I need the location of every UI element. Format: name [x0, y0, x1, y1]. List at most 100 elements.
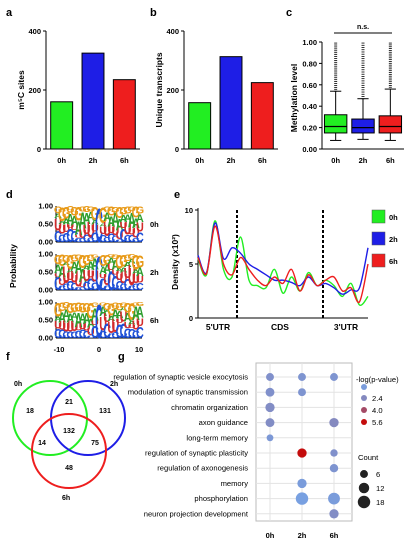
panel-d-logo-letter: G: [115, 204, 123, 222]
panel-d-logo-letter: U: [87, 270, 95, 281]
panel-d-logo-letter: U: [103, 271, 111, 288]
panel-g-dot: [297, 448, 307, 458]
panel-d-logo-letter: G: [78, 252, 86, 273]
panel-g-legend-color-label: 5.6: [372, 418, 383, 427]
panel-c-ytick-label: 0.00: [302, 145, 317, 154]
panel-c-ytick-label: 0.20: [302, 124, 317, 133]
panel-d-row-label: 6h: [150, 316, 159, 325]
panel-g-legend-color-dot: [361, 395, 367, 401]
panel-d-logo-letter: G: [58, 301, 67, 314]
panel-g-legend-color-title: -log(p-value): [356, 375, 399, 384]
panel-d-logo-letter: U: [99, 273, 107, 279]
panel-e-region-5utr: 5'UTR: [206, 322, 230, 332]
venn-circle-6h: [31, 413, 107, 489]
panel-e-line-6h: [197, 225, 369, 304]
panel-d-row-label: 2h: [150, 268, 159, 277]
panel-d-logo-letter: C: [91, 324, 99, 343]
panel-g-xtick-label: 0h: [266, 531, 275, 540]
panel-e-legend-swatch-0h: [371, 209, 386, 224]
panel-d-logo-letter: G: [78, 300, 86, 316]
panel-d-logo-letter: U: [87, 217, 95, 242]
panel-e-legend-label-0h: 0h: [389, 213, 398, 222]
panel-d-logo-letter: U: [132, 272, 140, 286]
panel-g-legend-size-title: Count: [358, 453, 379, 462]
panel-d-logo-letter: U: [107, 319, 115, 337]
panel-b-bar-0h: [188, 102, 212, 150]
panel-d-logo-letter: A: [79, 311, 87, 327]
panel-d-logo-letter: U: [107, 263, 115, 272]
panel-e-ytick-label: 5: [189, 260, 193, 269]
panel-d-logo-letter: G: [91, 253, 99, 259]
panel-d-logo-letter: U: [79, 228, 87, 241]
panel-d-logo-letter: A: [87, 260, 95, 273]
panel-d-logo-letter: A: [120, 266, 128, 274]
panel-d-logo-letter: A: [58, 264, 66, 281]
panel-g-legend-size-label: 6: [376, 470, 380, 479]
panel-d-logo-letter: U: [66, 322, 74, 334]
panel-d-ytick-label: 1.00: [38, 298, 53, 307]
panel-d-logo-letter: C: [87, 275, 95, 294]
panel-d-logo-letter: U: [103, 219, 111, 242]
panel-d-logo-letter: A: [79, 266, 87, 287]
venn-count-2h-only: 131: [99, 408, 111, 415]
panel-d-logo-letter: A: [103, 211, 111, 224]
panel-d-logo-letter: G: [74, 253, 82, 261]
panel-d-logo-letter: U: [111, 269, 119, 276]
panel-d-logo-letter: A: [128, 258, 136, 265]
panel-c-xtick-label: 6h: [386, 156, 395, 165]
panel-d-logo-letter: U: [91, 224, 99, 234]
panel-b-bar-chart: Unique transcripts 0 200 400 0h 2h 6h: [154, 27, 278, 165]
panel-d-logo-letter: C: [103, 319, 111, 343]
panel-c-box-2h: [351, 118, 375, 134]
panel-d-logo-letter: U: [111, 226, 119, 239]
panel-d-logo-letter: A: [54, 212, 63, 219]
panel-d-logo-letter: A: [54, 263, 62, 276]
panel-d-logo-letter: G: [83, 300, 91, 315]
panel-d-logo-letter: C: [116, 239, 124, 243]
panel-d-logo-letter: U: [75, 235, 83, 239]
panel-d-logo-letter: U: [71, 267, 79, 286]
panel-d-sequence-logos: Probability 1.000.500.000hCUAGCUAGCUAGCU…: [8, 201, 159, 354]
panel-d-logo-letter: C: [124, 276, 132, 294]
panel-g-legend-color-dot: [361, 407, 367, 413]
panel-d-ytick-label: 0.50: [38, 316, 53, 325]
panel-d-logo-letter: A: [99, 304, 107, 319]
panel-d-logo-letter: G: [62, 253, 70, 265]
panel-d-logo-letter: A: [128, 319, 136, 326]
panel-g-term-label: axon guidance: [199, 418, 248, 427]
panel-a-ylabel: m⁵C sites: [16, 70, 26, 110]
panel-d-logo-letter: U: [91, 268, 99, 286]
panel-d-logo-letter: G: [54, 252, 62, 267]
panel-d-ytick-label: 1.00: [38, 250, 53, 259]
panel-d-logo-letter: G: [62, 203, 70, 222]
panel-d-logo-letter: G: [54, 206, 63, 216]
panel-d-logo-letter: G: [99, 301, 107, 307]
panel-d-logo-letter: A: [111, 210, 119, 231]
venn-count-0h-only: 18: [26, 408, 34, 415]
panel-g-dot: [295, 492, 309, 505]
panel-d-logo-letter: C: [58, 284, 66, 291]
panel-d-logo-letter: C: [54, 228, 62, 245]
panel-d-logo-letter: C: [71, 331, 79, 341]
panel-d-logo-letter: C: [111, 235, 119, 245]
panel-d-logo-letter: G: [115, 252, 123, 273]
panel-g-term-label: phosphorylation: [194, 494, 248, 503]
panel-a-ytick-label: 0: [37, 145, 41, 154]
panel-d-logo-letter: U: [54, 273, 62, 278]
panel-d-logo-letter: U: [79, 322, 87, 331]
panel-d-logo-letter: U: [62, 261, 70, 288]
panel-d-logo-letter: A: [99, 222, 107, 228]
panel-d-logo-letter: U: [54, 216, 62, 235]
panel-d-logo-letter: C: [62, 331, 70, 341]
panel-b-bar-6h: [250, 82, 274, 150]
panel-d-logo-letter: C: [103, 284, 111, 291]
panel-c-ytick-label: 0.40: [302, 102, 317, 111]
panel-d-logo-letter: U: [99, 314, 107, 335]
panel-d-logo-letter: C: [128, 234, 136, 245]
panel-d-logo-letter: A: [116, 310, 124, 321]
panel-d-logo-letter: U: [132, 227, 140, 241]
panel-d-logo-letter: C: [75, 285, 83, 291]
panel-d-logo-letter: C: [79, 328, 87, 341]
panel-d-logo-letter: C: [132, 329, 140, 341]
